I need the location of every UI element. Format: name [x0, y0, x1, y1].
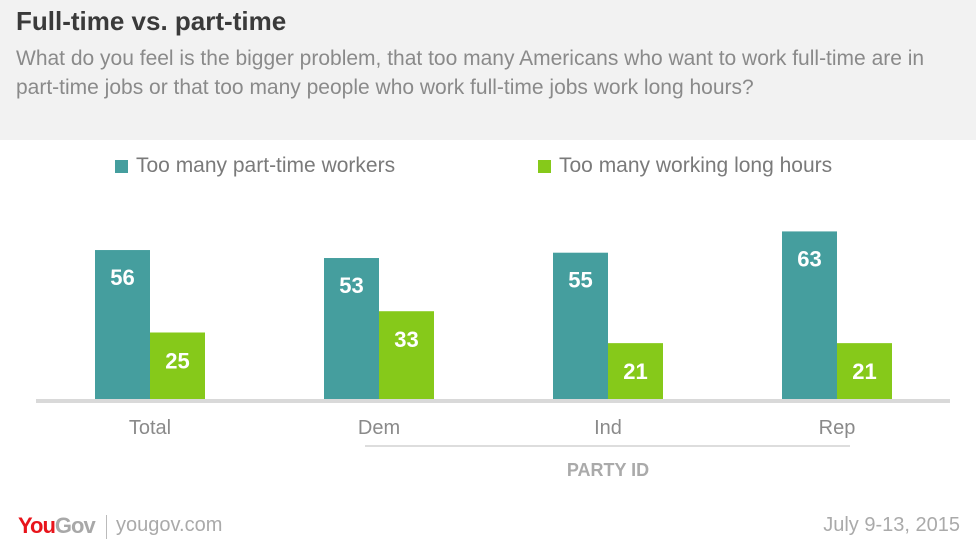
data-label: 55	[568, 268, 592, 293]
bar	[379, 311, 434, 399]
legend-item-part-time: Too many part-time workers	[115, 154, 395, 178]
chart-subtitle: What do you feel is the bigger problem, …	[16, 47, 925, 99]
bar	[324, 258, 379, 399]
divider	[106, 515, 107, 539]
bar	[150, 332, 205, 399]
legend-swatch	[538, 159, 551, 173]
legend-item-long-hours: Too many working long hours	[538, 154, 832, 178]
group-label: PARTY ID	[567, 460, 649, 480]
data-label: 21	[623, 359, 647, 384]
data-label: 53	[339, 273, 363, 298]
data-label: 63	[797, 246, 821, 271]
chart-title: Full-time vs. part-time	[16, 6, 287, 36]
category-label: Rep	[819, 417, 856, 439]
legend-label: Too many part-time workers	[136, 154, 396, 177]
category-label: Ind	[594, 417, 622, 439]
data-label: 25	[165, 349, 189, 374]
bar	[782, 231, 837, 399]
bar	[608, 343, 663, 399]
bar-chart: 56 25 Total 53 33 Dem 55 21 Ind 63 21 Rep PARTY ID	[36, 231, 950, 480]
category-label: Total	[129, 417, 171, 439]
data-label: 56	[110, 265, 134, 290]
x-axis	[36, 399, 950, 403]
bar	[95, 250, 150, 399]
legend-label: Too many working long hours	[559, 154, 833, 177]
legend-swatch	[115, 159, 128, 173]
yougov-logo: YouGov	[18, 513, 96, 538]
header: Full-time vs. part-time What do you feel…	[0, 0, 976, 140]
bar	[837, 343, 892, 399]
data-label: 21	[852, 359, 876, 384]
bar	[553, 252, 608, 399]
category-label: Dem	[358, 417, 400, 439]
data-label: 33	[394, 327, 418, 352]
survey-date: July 9-13, 2015	[823, 514, 960, 536]
site-link[interactable]: yougov.com	[116, 514, 223, 536]
